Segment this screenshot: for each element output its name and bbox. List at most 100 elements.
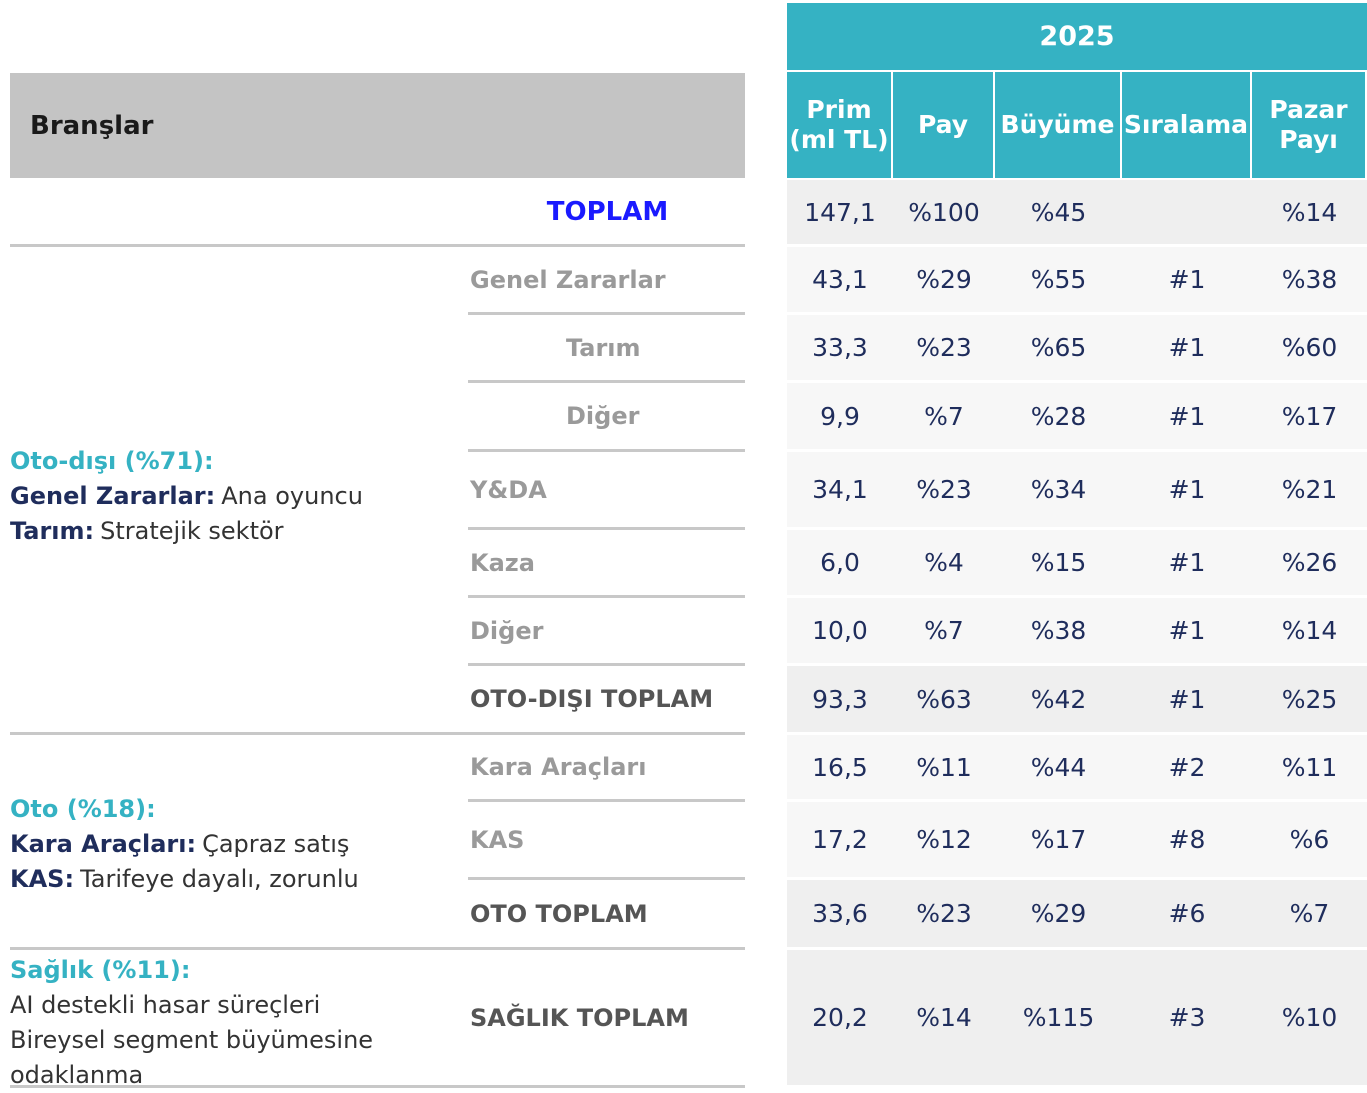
group-title: Oto-dışı (%71): xyxy=(10,447,214,475)
separator xyxy=(468,663,745,666)
row-background xyxy=(787,802,1367,877)
cell: %29 xyxy=(1030,899,1087,928)
separator xyxy=(10,732,745,735)
cell: #8 xyxy=(1168,825,1206,854)
separator xyxy=(468,380,745,383)
cell: #1 xyxy=(1168,265,1206,294)
group-note: Oto-dışı (%71): Genel Zararlar: Ana oyuncu… xyxy=(10,444,440,549)
cell: %60 xyxy=(1281,333,1338,362)
group-line: AI destekli hasar süreçleri xyxy=(10,988,440,1023)
line-text: Ana oyuncu xyxy=(221,482,363,510)
line-text: Çapraz satış xyxy=(202,830,350,858)
cell: %10 xyxy=(1281,1003,1338,1032)
cell: %4 xyxy=(924,548,964,577)
cell: %65 xyxy=(1030,333,1087,362)
cell: 16,5 xyxy=(812,752,868,782)
group-line: Genel Zararlar: Ana oyuncu xyxy=(10,479,440,514)
row-label: OTO-DIŞI TOPLAM xyxy=(470,685,714,713)
cell: %45 xyxy=(1030,197,1087,227)
separator xyxy=(10,947,745,950)
line-bold: Tarım: xyxy=(10,517,95,545)
group-line: KAS: Tarifeye dayalı, zorunlu xyxy=(10,862,440,897)
cell: %25 xyxy=(1281,684,1338,714)
cell: 93,3 xyxy=(812,684,868,714)
separator xyxy=(10,1085,745,1088)
cell: 33,3 xyxy=(812,333,868,362)
row-background xyxy=(787,880,1367,947)
cell: %14 xyxy=(1281,616,1338,645)
group-title: Oto (%18): xyxy=(10,795,156,823)
row-background xyxy=(787,315,1367,380)
row-background xyxy=(787,735,1367,799)
separator xyxy=(468,527,745,530)
cell: %23 xyxy=(916,899,972,928)
cell: 9,9 xyxy=(820,401,860,431)
cell: #1 xyxy=(1168,401,1206,431)
cell: %38 xyxy=(1281,265,1338,294)
group-line: Bireysel segment büyümesine odaklanma xyxy=(10,1023,440,1093)
cell: #1 xyxy=(1168,475,1206,504)
column-header: Pazar Payı xyxy=(1252,72,1365,178)
cell: %17 xyxy=(1030,825,1087,854)
group-title: Sağlık (%11): xyxy=(10,956,191,984)
row-label: TOPLAM xyxy=(546,197,669,227)
row-label: Diğer xyxy=(470,616,544,645)
cell: #3 xyxy=(1168,1003,1206,1032)
line-text: AI destekli hasar süreçleri xyxy=(10,991,321,1019)
cell: %7 xyxy=(1289,899,1330,928)
row-label: Kaza xyxy=(470,548,535,577)
row-background xyxy=(787,383,1367,449)
cell: 17,2 xyxy=(812,825,868,854)
cell: %38 xyxy=(1030,616,1087,645)
cell: %7 xyxy=(924,616,964,645)
row-background xyxy=(787,666,1367,732)
cell: 10,0 xyxy=(812,616,868,645)
branches-header: Branşlar xyxy=(10,73,745,178)
separator xyxy=(468,799,745,802)
cell: 43,1 xyxy=(812,265,868,294)
cell: %34 xyxy=(1030,475,1087,504)
cell: %63 xyxy=(916,684,972,714)
row-label: Y&DA xyxy=(470,475,547,504)
cell: #2 xyxy=(1168,752,1206,782)
line-bold: Kara Araçları: xyxy=(10,830,197,858)
row-label: Diğer xyxy=(566,402,640,430)
cell: 34,1 xyxy=(812,475,868,504)
row-label: KAS xyxy=(470,825,525,854)
group-line: Tarım: Stratejik sektör xyxy=(10,514,440,549)
separator xyxy=(468,877,745,880)
cell: #1 xyxy=(1168,548,1206,577)
cell: %42 xyxy=(1030,684,1087,714)
cell: #1 xyxy=(1168,333,1206,362)
cell: #1 xyxy=(1168,684,1206,714)
group-note: Sağlık (%11): AI destekli hasar süreçleri… xyxy=(10,953,440,1093)
group-line: Kara Araçları: Çapraz satış xyxy=(10,827,440,862)
row-background xyxy=(787,247,1367,312)
row-background xyxy=(787,530,1367,595)
line-text: Tarifeye dayalı, zorunlu xyxy=(80,865,359,893)
row-background xyxy=(787,950,1367,1085)
row-label: Genel Zararlar xyxy=(470,265,666,294)
cell: %55 xyxy=(1030,265,1087,294)
row-label: Kara Araçları xyxy=(470,753,647,781)
cell: #6 xyxy=(1168,899,1206,928)
cell: 33,6 xyxy=(812,899,868,928)
separator xyxy=(468,312,745,315)
cell: %115 xyxy=(1022,1003,1095,1032)
cell: %14 xyxy=(1281,197,1338,227)
cell: %11 xyxy=(916,752,972,782)
separator xyxy=(468,449,745,452)
cell: #1 xyxy=(1168,616,1206,645)
cell: 6,0 xyxy=(820,548,860,577)
cell: %28 xyxy=(1030,401,1087,431)
cell: %23 xyxy=(916,475,972,504)
cell: %15 xyxy=(1030,548,1087,577)
column-header: Büyüme xyxy=(995,72,1120,178)
row-label: Tarım xyxy=(566,333,641,362)
cell: %6 xyxy=(1289,825,1330,854)
separator xyxy=(10,244,745,247)
row-background xyxy=(787,180,1367,244)
column-header: Pay xyxy=(893,72,993,178)
line-bold: KAS: xyxy=(10,865,75,893)
